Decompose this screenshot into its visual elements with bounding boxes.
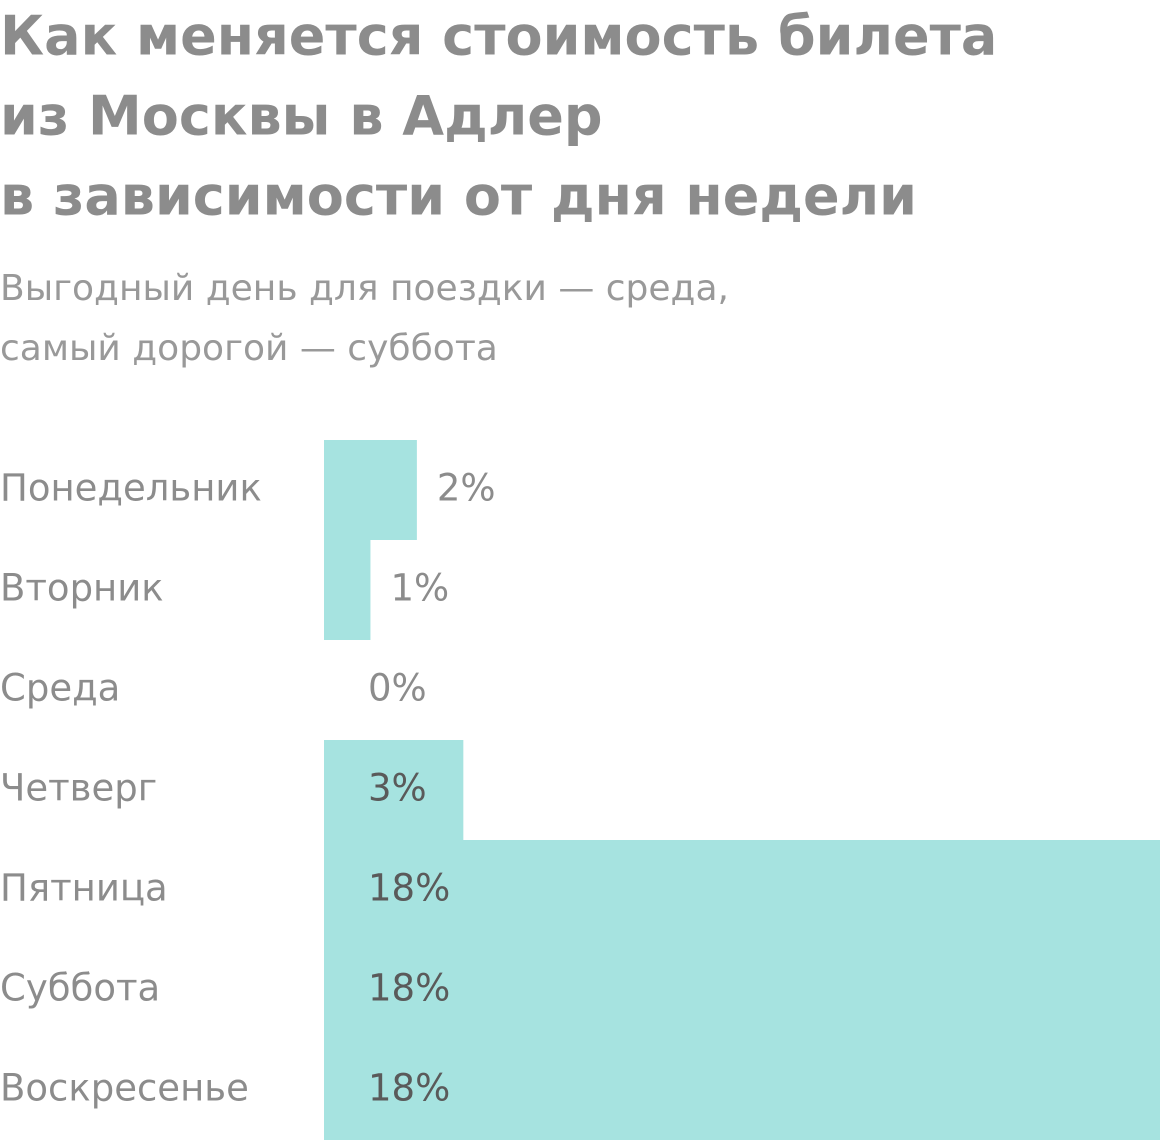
bar xyxy=(324,740,464,840)
y-tick-label: Среда xyxy=(0,667,120,710)
chart-title: в зависимости от дня недели xyxy=(0,165,917,228)
chart-subtitle: Выгодный день для поездки — среда, xyxy=(0,268,729,309)
data-label: 0% xyxy=(368,667,427,710)
data-label: 3% xyxy=(368,767,427,810)
chart-title: из Москвы в Адлер xyxy=(0,85,603,148)
bar xyxy=(324,1040,1160,1140)
y-tick-label: Пятница xyxy=(0,867,168,910)
chart-subtitle: самый дорогой — суббота xyxy=(0,328,498,369)
y-tick-label: Четверг xyxy=(0,767,157,810)
bar xyxy=(324,840,1160,940)
y-tick-label: Понедельник xyxy=(0,467,262,510)
y-tick-label: Вторник xyxy=(0,567,164,610)
data-label: 18% xyxy=(368,1067,450,1110)
y-tick-label: Суббота xyxy=(0,967,160,1010)
data-label: 1% xyxy=(390,567,449,610)
bar xyxy=(324,540,371,640)
data-label: 18% xyxy=(368,867,450,910)
bar xyxy=(324,440,417,540)
data-label: 2% xyxy=(437,467,496,510)
data-label: 18% xyxy=(368,967,450,1010)
y-tick-label: Воскресенье xyxy=(0,1067,249,1110)
chart-title: Как меняется стоимость билета xyxy=(0,5,997,68)
bar xyxy=(324,940,1160,1040)
